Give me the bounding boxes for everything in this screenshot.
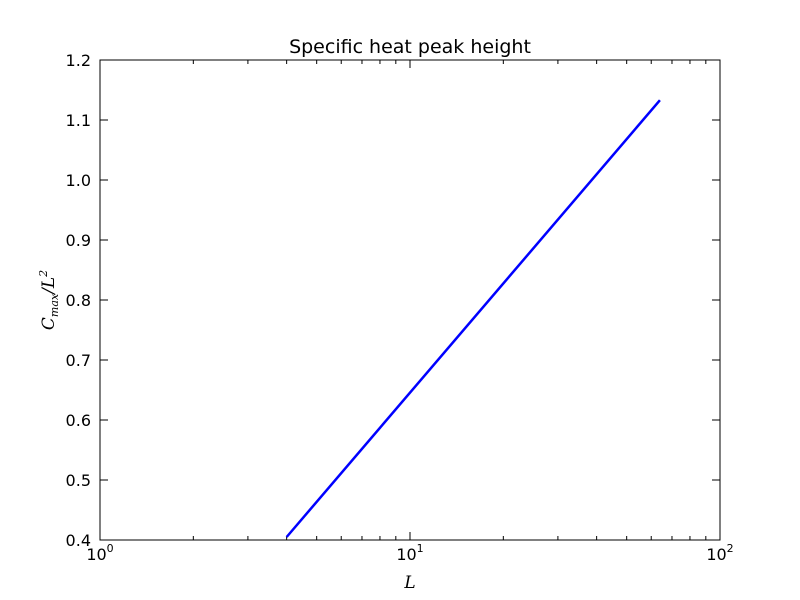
y-axis: 0.4 0.5 0.6 0.7 0.8 0.9 1.0 1.1 1.2 (66, 51, 720, 550)
y-tick-label: 1.2 (66, 51, 91, 70)
y-tick-label: 0.9 (66, 231, 91, 250)
y-axis-label-sup: 2 (37, 270, 50, 278)
y-axis-label-main: C (39, 317, 59, 330)
y-tick-label: 0.6 (66, 411, 91, 430)
series-layer (285, 99, 661, 538)
x-tick-label: 101 (396, 542, 423, 564)
y-axis-label-sub: max (48, 293, 61, 317)
x-tick-label: 102 (706, 542, 733, 564)
x-axis: 100 101 102 (86, 60, 734, 564)
x-tick-label: 100 (86, 542, 113, 564)
y-tick-label: 0.4 (66, 531, 91, 550)
y-tick-label: 0.7 (66, 351, 91, 370)
y-tick-label: 0.8 (66, 291, 91, 310)
y-axis-label: Cmax/L2 (37, 270, 61, 330)
series-line-0 (285, 99, 661, 538)
chart-title: Specific heat peak height (289, 36, 531, 58)
y-axis-label-mid: /L (39, 277, 59, 296)
plot-area (99, 59, 721, 541)
y-tick-label: 1.1 (66, 111, 91, 130)
y-tick-label: 0.5 (66, 471, 91, 490)
y-tick-label: 1.0 (66, 171, 91, 190)
x-axis-label: L (403, 573, 415, 593)
